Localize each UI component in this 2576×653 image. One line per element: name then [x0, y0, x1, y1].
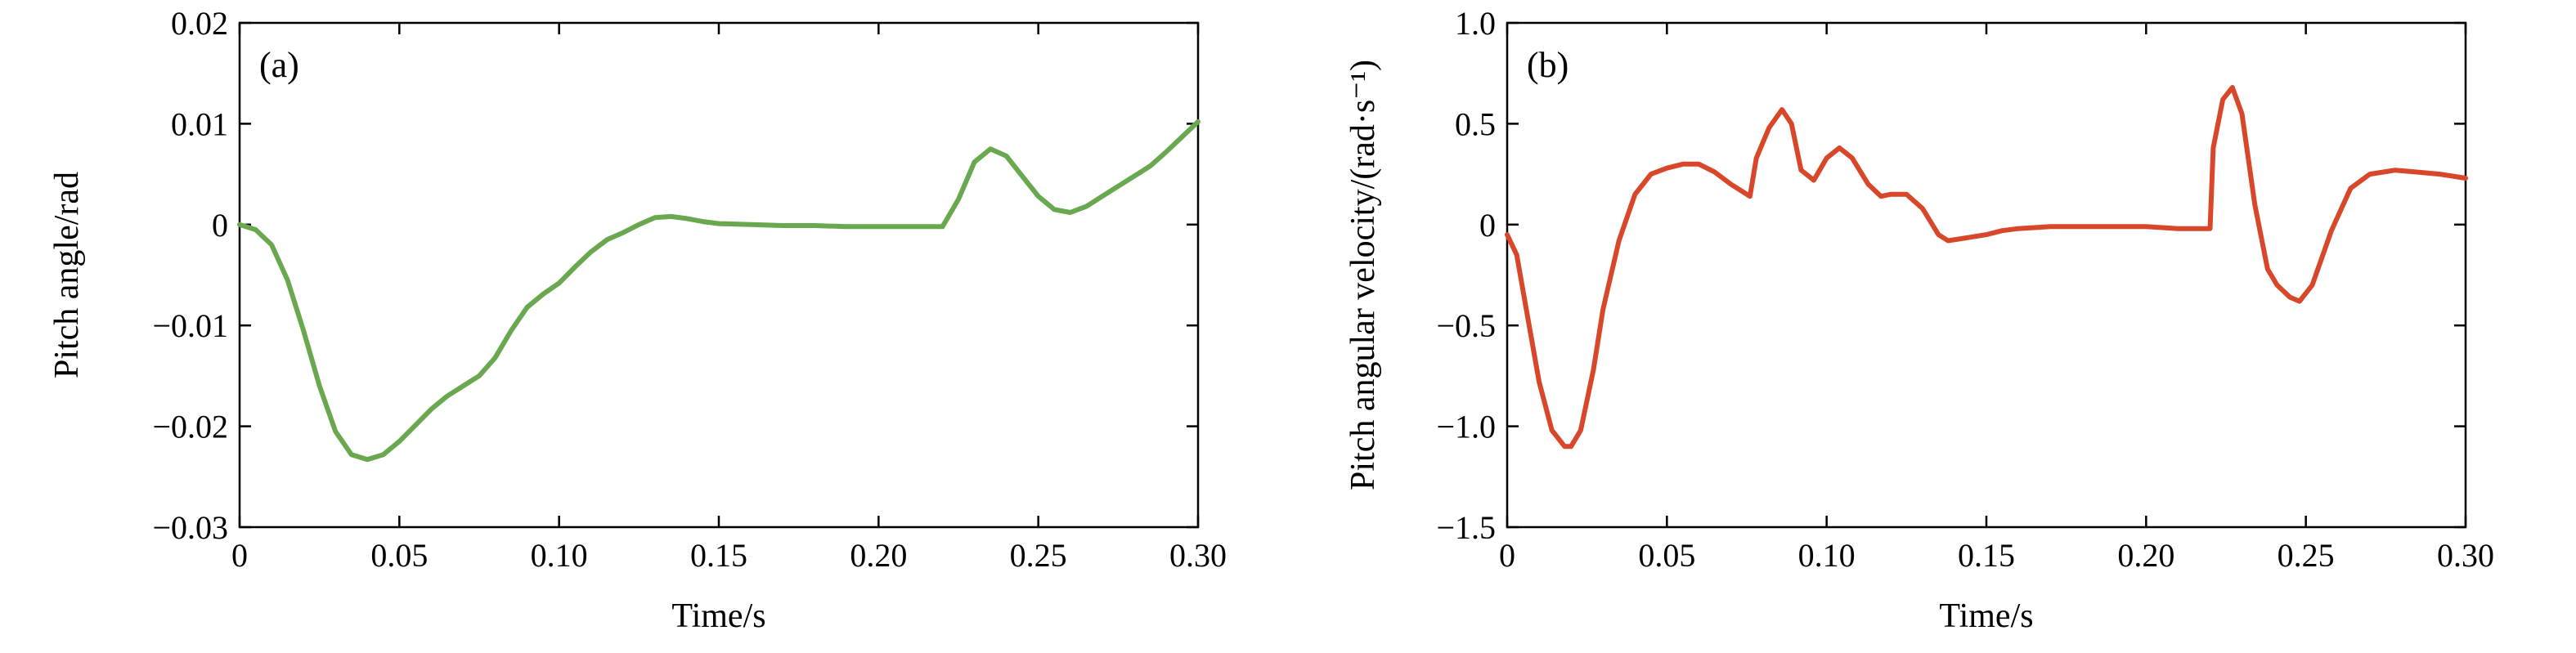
- y-axis-label: Pitch angular velocity/(rad·s⁻¹): [1344, 60, 1382, 490]
- y-tick-label: 1.0: [1455, 5, 1496, 42]
- series-line: [1505, 85, 2468, 449]
- series-line: [237, 119, 1200, 463]
- y-axis-label: Pitch angle/rad: [48, 172, 86, 378]
- y-tick-label: −0.01: [152, 307, 228, 344]
- chart-panel-a: 0 0.05 0.10 0.15 0.20 0.25 0.30 −0.03 −0.02 −0.01…: [48, 5, 1227, 635]
- y-tick-label: −1.5: [1436, 509, 1496, 546]
- x-tick-label: 0.05: [1638, 537, 1695, 574]
- x-tick-label: 0.10: [1798, 537, 1856, 574]
- y-tick-label: 0.01: [171, 105, 228, 142]
- x-tick-label: 0.30: [2437, 537, 2494, 574]
- chart-panel-b: 0 0.05 0.10 0.15 0.20 0.25 0.30 −1.5 −1.0 −0.5 0 0.…: [1344, 5, 2494, 635]
- panel-label: (b): [1527, 45, 1568, 85]
- x-tick-label: 0.25: [1010, 537, 1067, 574]
- y-tick-label: 0: [212, 207, 228, 244]
- x-tick-label: 0.20: [850, 537, 907, 574]
- x-tick-label: 0: [1499, 537, 1515, 574]
- y-tick-label: −1.0: [1436, 409, 1496, 445]
- panel-label: (a): [259, 45, 299, 85]
- x-tick-label: 0.30: [1169, 537, 1227, 574]
- x-tick-label: 0.25: [2278, 537, 2335, 574]
- y-tick-label: 0.02: [171, 5, 228, 42]
- x-tick-label: 0.15: [1958, 537, 2015, 574]
- x-axis-label: Time/s: [1939, 597, 2033, 635]
- y-tick-label: 0.5: [1455, 105, 1496, 142]
- y-tick-label: −0.5: [1436, 307, 1496, 344]
- x-tick-label: 0: [231, 537, 248, 574]
- plot-frame: [1506, 21, 2467, 529]
- x-axis-label: Time/s: [671, 597, 765, 635]
- x-tick-label: 0.10: [531, 537, 588, 574]
- x-tick-label: 0.15: [690, 537, 747, 574]
- y-tick-label: −0.02: [152, 409, 228, 445]
- x-tick-label: 0.05: [370, 537, 428, 574]
- y-tick-label: 0: [1479, 207, 1496, 244]
- x-tick-label: 0.20: [2117, 537, 2174, 574]
- y-tick-label: −0.03: [152, 509, 228, 546]
